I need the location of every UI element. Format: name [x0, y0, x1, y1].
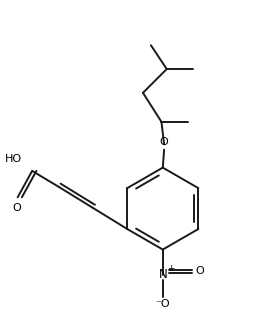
Text: +: +: [168, 264, 175, 273]
Text: O: O: [195, 267, 204, 277]
Text: O: O: [160, 137, 168, 147]
Text: N: N: [159, 268, 167, 281]
Text: HO: HO: [5, 154, 22, 164]
Text: ⁻O: ⁻O: [156, 299, 170, 309]
Text: O: O: [12, 203, 21, 213]
